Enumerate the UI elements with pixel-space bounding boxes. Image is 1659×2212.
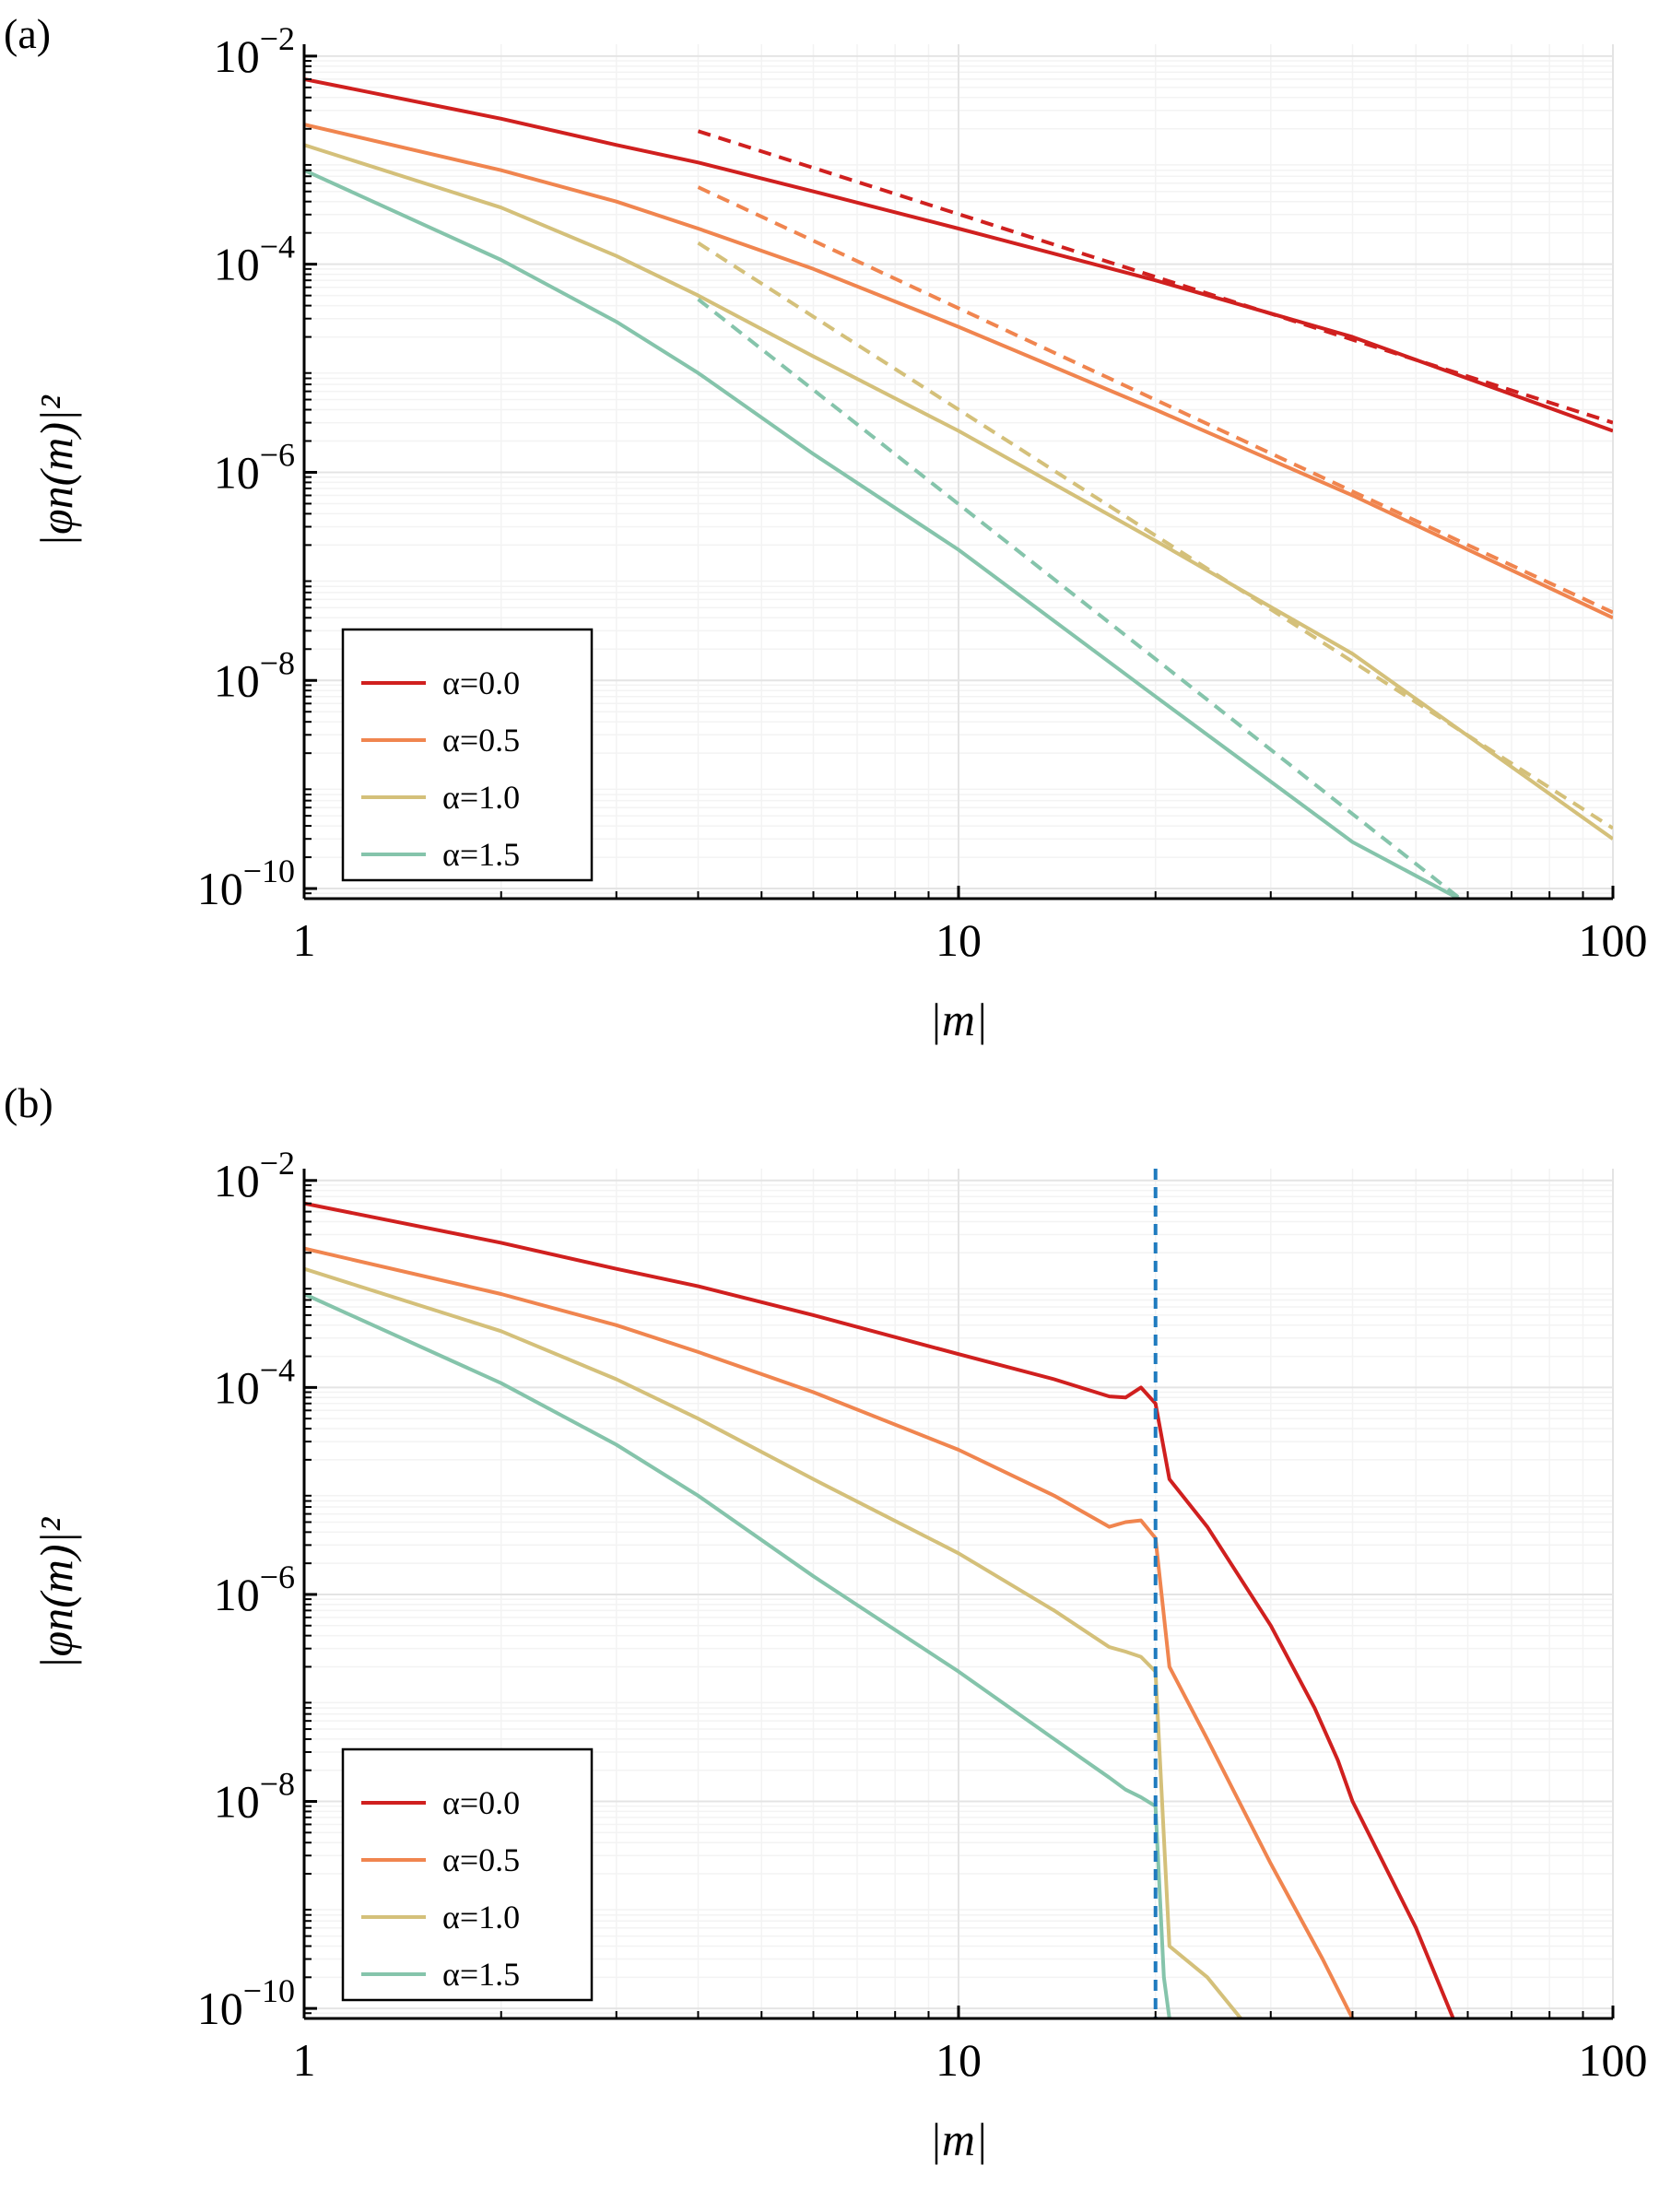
panel-b: (b)1 10 10010−1010−810−610−410−2|m||φn(m)|… (4, 1079, 1648, 2165)
series-line--1-0 (304, 1266, 1242, 2018)
y-tick-label: 10−4 (214, 229, 295, 290)
legend-label: α=1.0 (442, 779, 520, 816)
x-tick-label: 10 (935, 914, 982, 966)
y-tick-base: 10 (214, 654, 260, 706)
panel-label: (a) (4, 10, 51, 57)
x-tick-label: 10 (935, 2034, 982, 2086)
y-tick-base: 10 (214, 1361, 260, 1413)
legend-box (341, 628, 594, 882)
y-tick-exponent: −8 (260, 1766, 295, 1803)
series-line--1-0 (304, 143, 1613, 841)
x-axis-label: |m| (929, 994, 988, 1045)
y-tick-base: 10 (214, 1155, 260, 1206)
y-tick-label: 10−6 (214, 436, 295, 498)
y-axis-label: |φn(m)|² (30, 1517, 82, 1670)
series-group (304, 76, 1613, 899)
y-tick-base: 10 (214, 30, 260, 82)
y-tick-label: 10−2 (214, 1145, 295, 1206)
series-line--1-5 (304, 168, 1463, 899)
y-tick-exponent: −10 (243, 853, 295, 889)
legend-label: α=0.5 (442, 1841, 520, 1878)
legend-label: α=1.0 (442, 1899, 520, 1936)
y-tick-base: 10 (214, 239, 260, 290)
series-line--0-5 (304, 123, 1613, 620)
y-tick-exponent: −6 (260, 436, 295, 473)
y-axis-label: |φn(m)|² (30, 394, 82, 547)
grid (303, 44, 1614, 900)
y-tick-label: 10−4 (214, 1351, 295, 1413)
y-tick-exponent: −2 (260, 20, 295, 57)
y-tick-label: 10−10 (197, 853, 295, 914)
legend-label: α=1.5 (442, 836, 520, 873)
y-tick-exponent: −4 (260, 229, 295, 265)
y-tick-base: 10 (214, 1776, 260, 1828)
y-tick-exponent: −10 (243, 1972, 295, 2009)
y-tick-base: 10 (197, 1983, 243, 2034)
grid (303, 1169, 1614, 2019)
legend-label: α=0.0 (442, 1784, 520, 1821)
y-tick-exponent: −8 (260, 644, 295, 681)
x-tick-label: 1 (293, 2034, 316, 2086)
y-tick-label: 10−8 (214, 644, 295, 706)
y-tick-label: 10−8 (214, 1766, 295, 1828)
y-tick-label: 10−10 (197, 1972, 295, 2034)
y-tick-base: 10 (214, 446, 260, 498)
series-line--0-5 (304, 1246, 1355, 2018)
legend-box (341, 1747, 594, 2002)
legend-label: α=1.5 (442, 1956, 520, 1993)
series-line--1-5-asymptote (697, 298, 1464, 899)
legend-label: α=0.0 (442, 665, 520, 701)
x-tick-label: 100 (1579, 914, 1648, 966)
panel-a: (a)1 10 10010−1010−810−610−410−2|m||φn(m)|… (4, 10, 1648, 1045)
y-tick-exponent: −4 (260, 1351, 295, 1388)
series-line--0-0 (304, 1201, 1455, 2018)
y-tick-exponent: −2 (260, 1145, 295, 1182)
x-tick-label: 1 (293, 914, 316, 966)
series-line--1-0-asymptote (697, 241, 1613, 830)
y-tick-base: 10 (214, 1569, 260, 1620)
y-tick-exponent: −6 (260, 1559, 295, 1595)
legend: α=0.0 α=0.5 α=1.0 α=1.5 (341, 1747, 594, 2002)
legend-label: α=0.5 (442, 722, 520, 759)
legend: α=0.0 α=0.5 α=1.0 α=1.5 (341, 628, 594, 882)
x-axis-label: |m| (929, 2113, 988, 2165)
y-tick-base: 10 (197, 863, 243, 914)
panel-label: (b) (4, 1079, 53, 1126)
x-tick-label: 100 (1579, 2034, 1648, 2086)
y-tick-label: 10−2 (214, 20, 295, 82)
series-line--0-0-asymptote (697, 129, 1613, 425)
y-tick-label: 10−6 (214, 1559, 295, 1620)
